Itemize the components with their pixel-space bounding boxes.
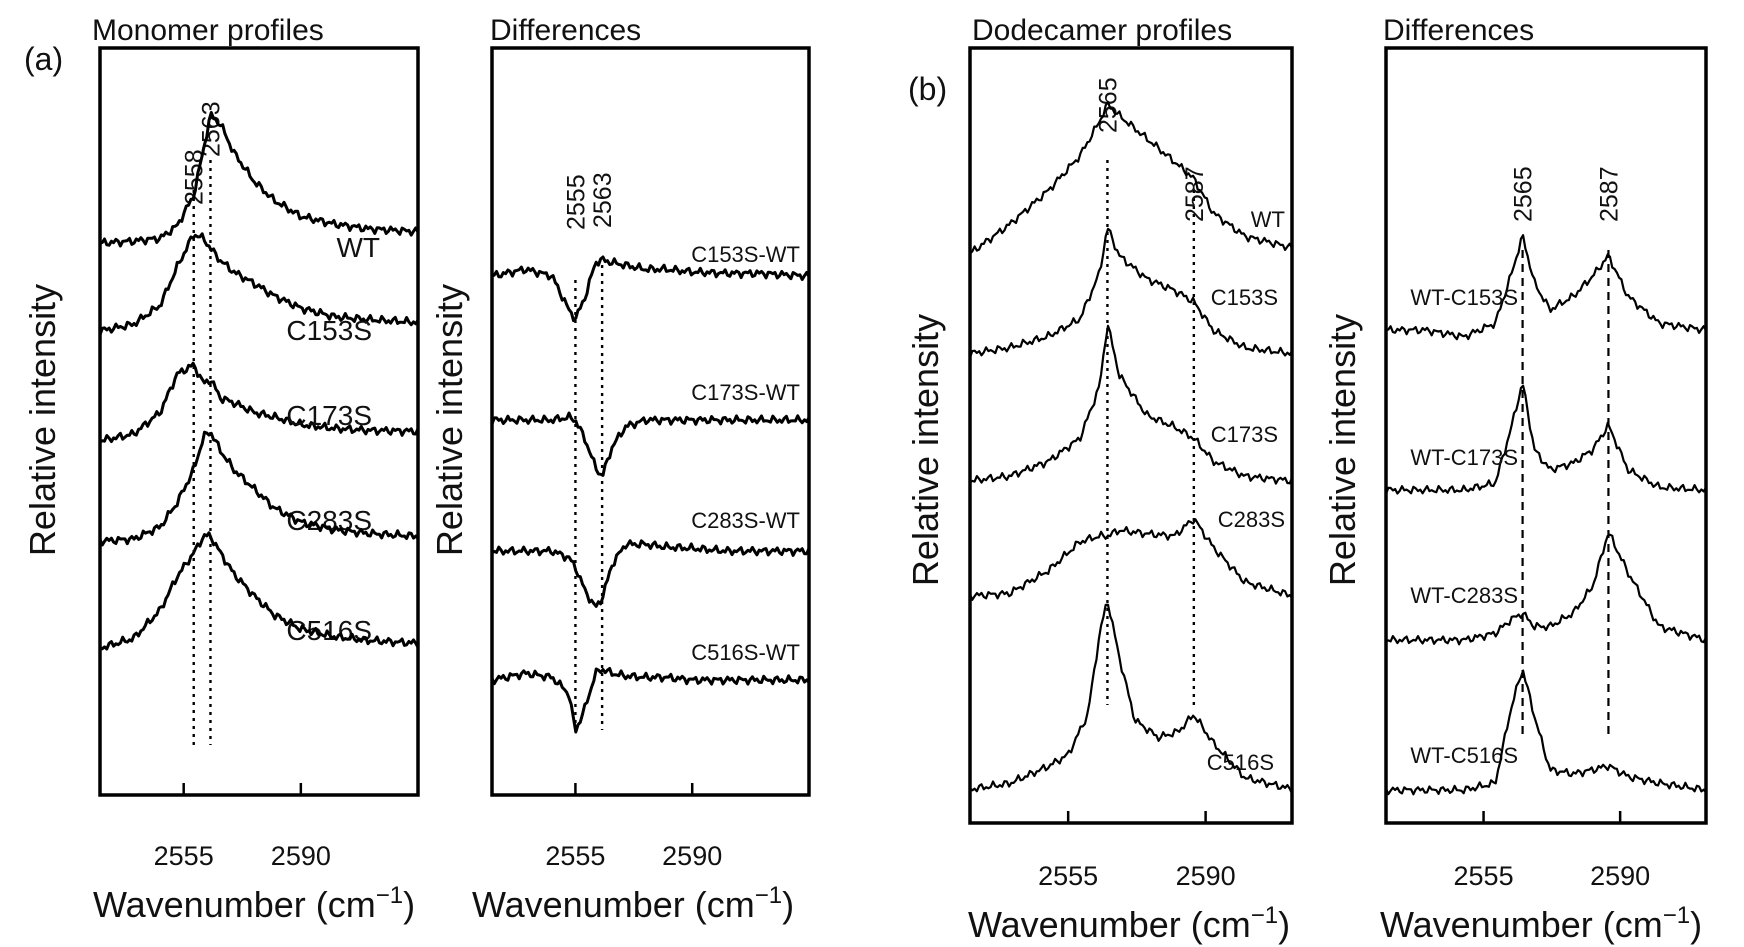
monomer-series-label-c173s: C173S <box>286 400 372 431</box>
dodecamer-y-axis-label: Relative intensity <box>905 314 946 586</box>
dodecamer-diff-peak-label-2587: 2587 <box>1595 166 1623 222</box>
monomer-diff-peak-label-2555: 2555 <box>562 174 590 230</box>
dodecamer-diff-trace-wt-c283s <box>1384 384 1707 495</box>
dodecamer-trace-wt <box>969 603 1293 794</box>
dodecamer-diff-trace-wt-c173s <box>1385 533 1707 646</box>
monomer-x-axis-label-text: Wavenumber (cm <box>93 884 376 925</box>
monomer-trace-c283s <box>98 232 420 336</box>
dodecamer-diff-x-tick-label-2590: 2590 <box>1590 861 1650 891</box>
monomer-plot-frame <box>98 46 420 797</box>
monomer-profiles-panel: Monomer profiles Relative intensity Wave… <box>22 14 420 925</box>
dodecamer-trace-c173s <box>969 324 1294 485</box>
dodecamer-x-tick-label-2590: 2590 <box>1176 861 1236 891</box>
monomer-series-label-wt: WT <box>336 232 380 263</box>
dodecamer-trace-c516s <box>969 100 1293 255</box>
dodecamer-diff-series-label-wt-c153s: WT-C153S <box>1410 285 1518 310</box>
dodecamer-x-axis-label: Wavenumber (cm−1) <box>968 902 1290 945</box>
dodecamer-diff-trace-wt-c516s <box>1385 234 1707 341</box>
dodecamer-diff-x-axis-label-text: Wavenumber (cm <box>1380 904 1663 945</box>
monomer-diff-x-axis-label: Wavenumber (cm−1) <box>472 882 794 925</box>
monomer-diff-trace-c283s-wt <box>490 411 811 477</box>
monomer-diff-series-label-c516s-wt: C516S-WT <box>691 640 800 665</box>
dodecamer-x-axis-label-exp: −1 <box>1251 902 1278 929</box>
dodecamer-profiles-title: Dodecamer profiles <box>972 14 1232 47</box>
monomer-diff-trace-c153s-wt <box>490 667 811 734</box>
dodecamer-diff-y-axis-label: Relative intensity <box>1322 314 1363 586</box>
dodecamer-x-axis-label-close: ) <box>1278 904 1290 945</box>
monomer-peak-label-2563: 2563 <box>197 101 225 157</box>
monomer-x-axis-label-close: ) <box>403 884 415 925</box>
monomer-x-tick-label-2555: 2555 <box>154 841 214 871</box>
monomer-diff-peak-label-2563: 2563 <box>589 172 617 228</box>
monomer-diff-trace-c173s-wt <box>491 539 811 608</box>
dodecamer-diff-peak-label-2565: 2565 <box>1510 166 1538 222</box>
dodecamer-series-label-c153s: C153S <box>1211 285 1278 310</box>
dodecamer-series-label-c173s: C173S <box>1211 422 1278 447</box>
monomer-diff-x-axis-label-text: Wavenumber (cm <box>472 884 755 925</box>
dodecamer-diff-series-label-wt-c283s: WT-C283S <box>1410 583 1518 608</box>
dodecamer-trace-c153s <box>968 518 1293 601</box>
monomer-diff-x-tick-label-2555: 2555 <box>545 841 605 871</box>
monomer-x-axis-label-exp: −1 <box>376 882 403 909</box>
monomer-profiles-title: Monomer profiles <box>92 14 324 47</box>
dodecamer-diff-trace-wt-c153s <box>1384 669 1707 796</box>
monomer-diff-series-label-c173s-wt: C173S-WT <box>691 380 800 405</box>
dodecamer-differences-title: Differences <box>1383 14 1534 47</box>
monomer-diff-trace-c516s-wt <box>491 255 811 323</box>
monomer-x-tick-label-2590: 2590 <box>271 841 331 871</box>
dodecamer-trace-c283s <box>968 227 1293 358</box>
monomer-trace-wt <box>99 531 420 651</box>
monomer-trace-c173s <box>99 361 420 444</box>
monomer-x-axis-label: Wavenumber (cm−1) <box>93 882 415 925</box>
monomer-diff-series-label-c153s-wt: C153S-WT <box>691 242 800 267</box>
dodecamer-diff-x-axis-label: Wavenumber (cm−1) <box>1380 902 1702 945</box>
monomer-trace-c153s <box>98 430 420 547</box>
monomer-diff-x-axis-label-close: ) <box>782 884 794 925</box>
dodecamer-profiles-panel: Dodecamer profiles Relative intensity Wa… <box>905 14 1294 945</box>
monomer-diff-x-tick-label-2590: 2590 <box>662 841 722 871</box>
panel-letter-b: (b) <box>908 71 947 107</box>
monomer-diff-x-axis-label-exp: −1 <box>755 882 782 909</box>
dodecamer-diff-x-axis-label-exp: −1 <box>1663 902 1690 929</box>
dodecamer-series-label-c283s: C283S <box>1218 507 1285 532</box>
dodecamer-diff-series-label-wt-c173s: WT-C173S <box>1410 445 1518 470</box>
monomer-series-label-c153s: C153S <box>286 315 372 346</box>
dodecamer-x-axis-label-text: Wavenumber (cm <box>968 904 1251 945</box>
dodecamer-diff-x-axis-label-close: ) <box>1690 904 1702 945</box>
dodecamer-diff-plot-frame <box>1384 46 1708 825</box>
panel-letter-a: (a) <box>24 41 63 77</box>
dodecamer-plot-frame <box>968 46 1294 825</box>
monomer-trace-c516s <box>99 111 420 248</box>
dodecamer-x-tick-label-2555: 2555 <box>1038 861 1098 891</box>
dodecamer-differences-panel: Differences Relative intensity Wavenumbe… <box>1322 14 1708 945</box>
dodecamer-diff-x-tick-label-2555: 2555 <box>1454 861 1514 891</box>
monomer-differences-title: Differences <box>490 14 641 47</box>
monomer-diff-series-label-c283s-wt: C283S-WT <box>691 508 800 533</box>
monomer-diff-y-axis-label: Relative intensity <box>429 284 470 556</box>
monomer-y-axis-label: Relative intensity <box>22 284 63 556</box>
monomer-differences-panel: Differences Relative intensity Wavenumbe… <box>429 14 811 925</box>
dodecamer-series-label-wt: WT <box>1251 207 1285 232</box>
